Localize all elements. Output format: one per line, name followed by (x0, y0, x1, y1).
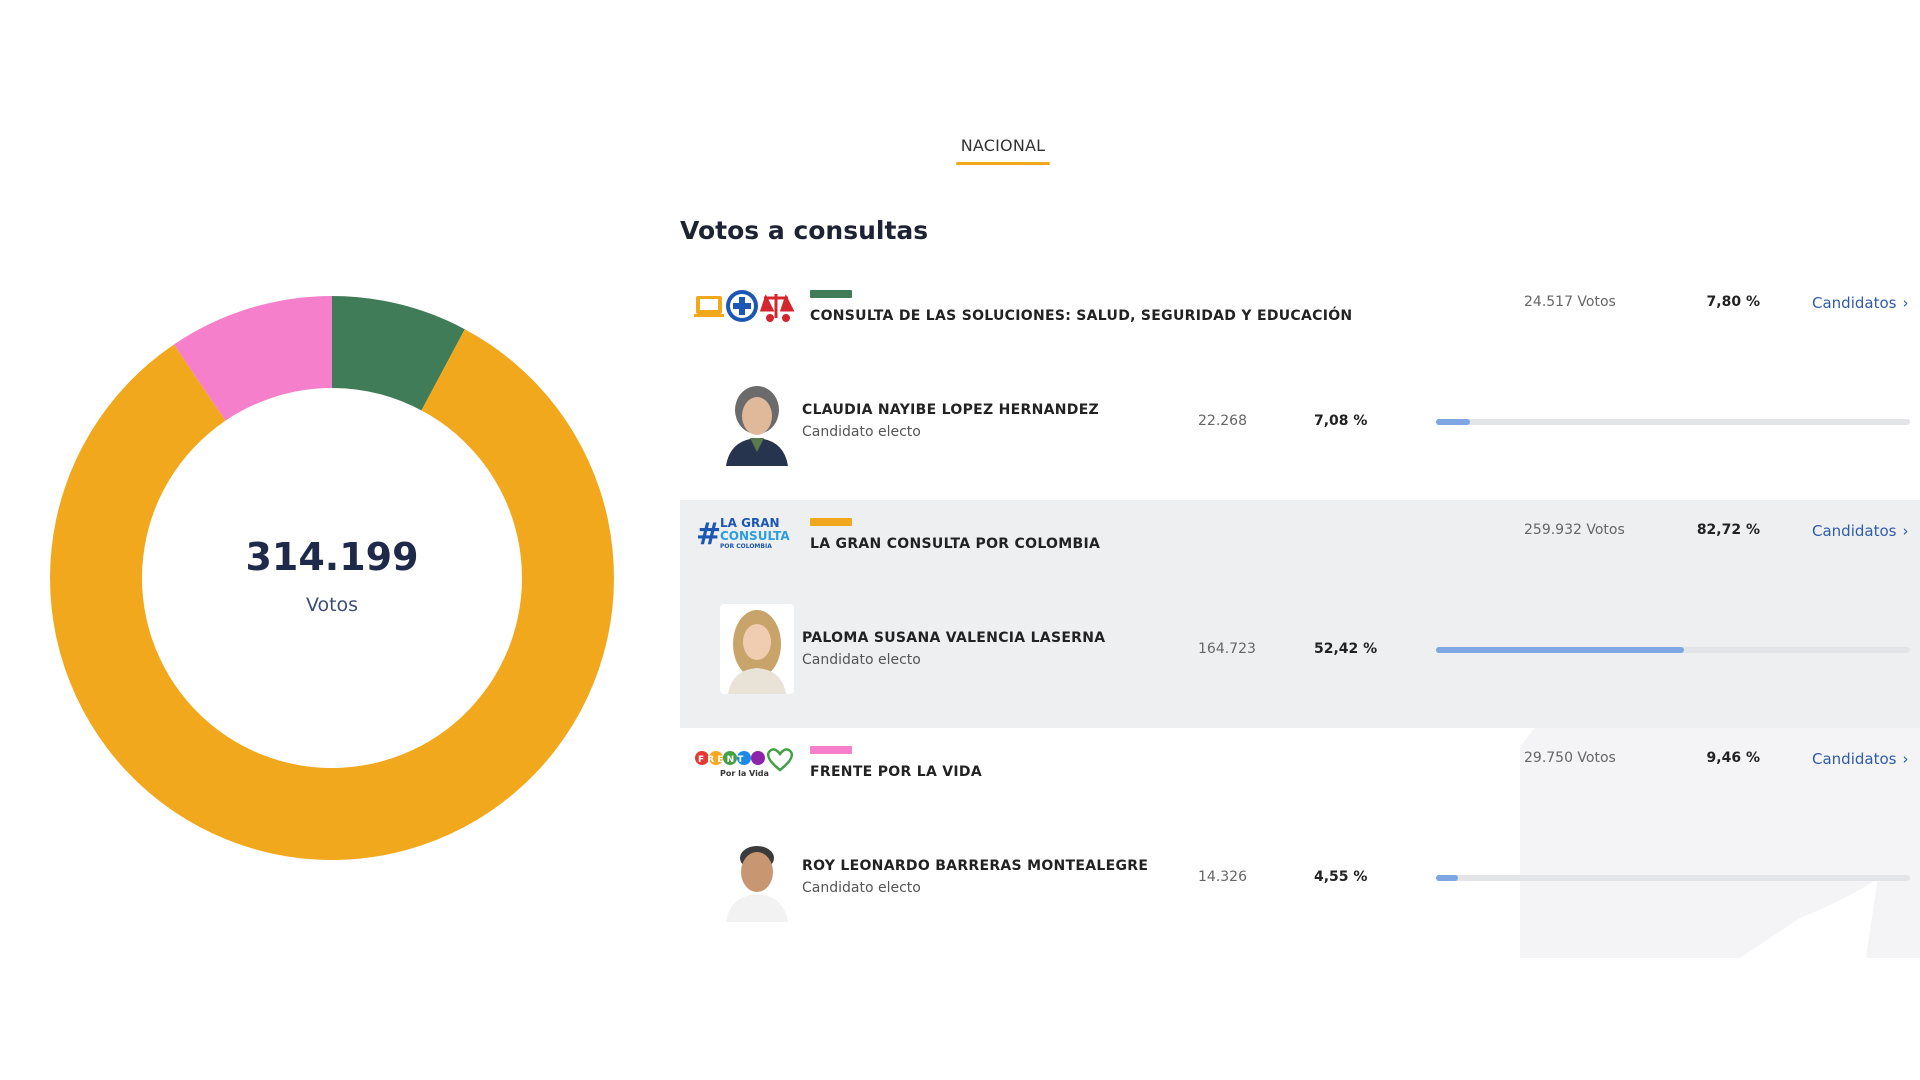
svg-text:Por la Vida: Por la Vida (720, 769, 769, 778)
consulta-votes: 24.517 Votos (1524, 294, 1616, 310)
svg-text:F R E N T: F R E N T (698, 755, 744, 765)
candidate-percentage: 4,55 % (1314, 869, 1368, 885)
candidate-name: CLAUDIA NAYIBE LOPEZ HERNANDEZ (802, 402, 1100, 418)
candidate-votes: 14.326 (1198, 869, 1247, 885)
total-votes-label: Votos (305, 594, 359, 616)
donut-chart: 314.199 Votos (46, 292, 618, 864)
candidate-photo (720, 832, 794, 922)
candidate-row: ROY LEONARDO BARRERAS MONTEALEGRE Candid… (680, 824, 1920, 934)
candidate-progress-fill (1436, 419, 1470, 425)
candidate-votes: 164.723 (1198, 641, 1256, 657)
candidate-progress-track (1436, 419, 1910, 425)
donut-slice-2 (50, 329, 615, 861)
consulta-percentage: 82,72 % (1696, 522, 1760, 538)
candidate-progress-track (1436, 875, 1910, 881)
consulta-votes: 29.750 Votos (1524, 750, 1616, 766)
candidate-status: Candidato electo (802, 652, 921, 668)
svg-text:LA GRAN: LA GRAN (720, 516, 780, 530)
consulta-votes: 259.932 Votos (1524, 522, 1625, 538)
candidatos-link[interactable]: Candidatos › (1812, 750, 1908, 768)
party-color-swatch (810, 746, 852, 754)
section-title: Votos a consultas (680, 216, 929, 245)
consulta-block: F R E N T Por la Vida FRENTE POR LA VIDA… (680, 728, 1920, 956)
consulta-row: F R E N T Por la Vida FRENTE POR LA VIDA… (680, 728, 1920, 818)
candidate-votes: 22.268 (1198, 413, 1247, 429)
candidate-progress-track (1436, 647, 1910, 653)
candidatos-link[interactable]: Candidatos › (1812, 294, 1908, 312)
consulta-block: # LA GRAN CONSULTA POR COLOMBIA LA GRAN … (680, 500, 1920, 728)
candidatos-link-label: Candidatos (1812, 294, 1897, 312)
consulta-block: CONSULTA DE LAS SOLUCIONES: SALUD, SEGUR… (680, 272, 1920, 500)
consulta-row: # LA GRAN CONSULTA POR COLOMBIA LA GRAN … (680, 500, 1920, 590)
chevron-right-icon: › (1902, 750, 1909, 768)
candidate-percentage: 7,08 % (1314, 413, 1368, 429)
party-color-swatch (810, 290, 852, 298)
candidate-progress-fill (1436, 647, 1685, 653)
frente-por-la-vida-logo-icon: F R E N T Por la Vida (695, 748, 794, 778)
tab-nacional[interactable]: NACIONAL (960, 136, 1046, 155)
chevron-right-icon: › (1902, 522, 1909, 540)
consulta-name: CONSULTA DE LAS SOLUCIONES: SALUD, SEGUR… (810, 308, 1353, 324)
candidate-status: Candidato electo (802, 880, 921, 896)
consulta-name: LA GRAN CONSULTA POR COLOMBIA (810, 536, 1101, 552)
consulta-percentage: 7,80 % (1706, 294, 1760, 310)
candidate-photo (720, 604, 794, 694)
donut-chart-svg (50, 296, 615, 861)
consulta-percentage: 9,46 % (1706, 750, 1760, 766)
consulta-row: CONSULTA DE LAS SOLUCIONES: SALUD, SEGUR… (680, 272, 1920, 362)
candidate-progress-fill (1436, 875, 1458, 881)
candidate-row: PALOMA SUSANA VALENCIA LASERNA Candidato… (680, 596, 1920, 706)
la-gran-consulta-logo-icon: # LA GRAN CONSULTA POR COLOMBIA (696, 516, 790, 552)
svg-text:#: # (696, 517, 721, 552)
candidate-status: Candidato electo (802, 424, 921, 440)
candidate-row: CLAUDIA NAYIBE LOPEZ HERNANDEZ Candidato… (680, 368, 1920, 478)
consulta-name: FRENTE POR LA VIDA (810, 764, 982, 780)
total-votes-value: 314.199 (245, 535, 419, 579)
candidatos-link[interactable]: Candidatos › (1812, 522, 1908, 540)
candidate-photo (720, 376, 794, 466)
tab-active-indicator (956, 162, 1050, 165)
consulta-soluciones-logo-icon (694, 290, 795, 322)
svg-text:CONSULTA: CONSULTA (720, 529, 790, 543)
svg-text:POR COLOMBIA: POR COLOMBIA (720, 543, 772, 550)
donut-slice-1 (332, 296, 465, 411)
candidate-name: PALOMA SUSANA VALENCIA LASERNA (802, 630, 1106, 646)
candidatos-link-label: Candidatos (1812, 750, 1897, 768)
donut-slice-3 (173, 296, 332, 421)
candidatos-link-label: Candidatos (1812, 522, 1897, 540)
party-color-swatch (810, 518, 852, 526)
candidate-percentage: 52,42 % (1314, 641, 1378, 657)
chevron-right-icon: › (1902, 294, 1909, 312)
candidate-name: ROY LEONARDO BARRERAS MONTEALEGRE (802, 858, 1149, 874)
consultas-list: CONSULTA DE LAS SOLUCIONES: SALUD, SEGUR… (680, 272, 1920, 958)
